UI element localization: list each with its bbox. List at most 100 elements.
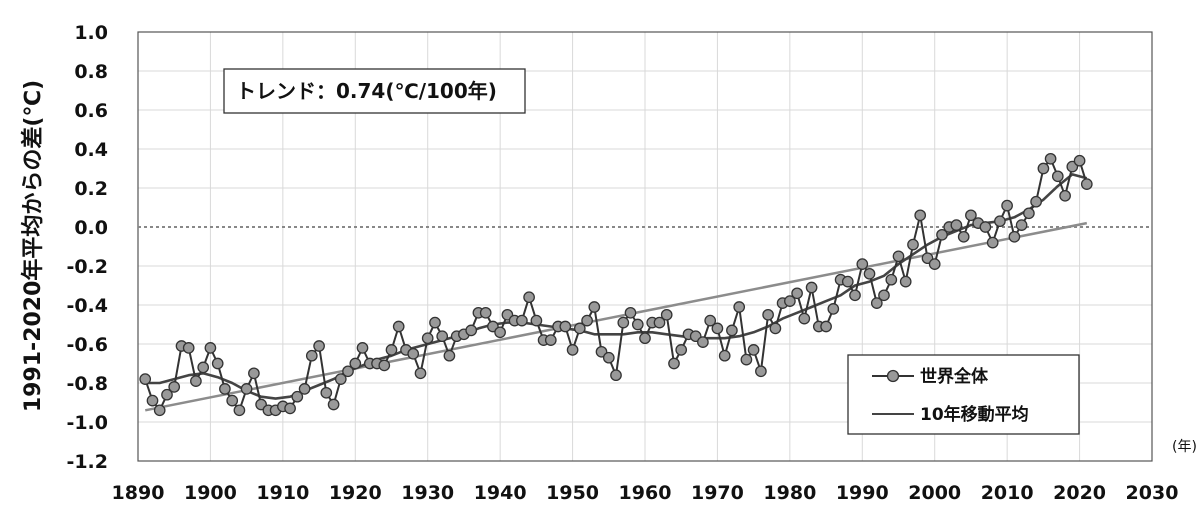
- annual-data-point: [146, 394, 159, 407]
- trend-annotation-frame: [223, 68, 526, 114]
- annual-data-point: [798, 312, 811, 325]
- annual-data-point: [197, 361, 210, 374]
- annual-data-point: [1015, 219, 1028, 231]
- annual-data-point: [161, 388, 173, 401]
- annual-data-point: [327, 398, 340, 411]
- annual-data-point: [1080, 178, 1093, 190]
- x-tick-label: 1980: [763, 482, 816, 504]
- trend-annotation-text: トレンド：0.74(℃/100年): [236, 79, 497, 103]
- annual-data-point: [305, 349, 318, 362]
- annual-data-point: [429, 316, 441, 329]
- y-tick-label: 0.8: [74, 61, 108, 83]
- annual-data-point: [675, 344, 688, 356]
- legend: 世界全体 10年移動平均: [847, 354, 1080, 435]
- annual-data-point: [204, 342, 217, 354]
- annual-data-point: [791, 287, 803, 300]
- y-tick-label: 0.0: [74, 217, 108, 239]
- annual-data-point: [182, 342, 195, 354]
- annual-data-point: [856, 258, 869, 270]
- y-tick-label: -0.8: [66, 373, 108, 395]
- annual-data-point: [443, 349, 456, 362]
- annual-data-point: [465, 324, 478, 337]
- x-tick-label: 1960: [619, 482, 672, 504]
- x-tick-label: 1950: [546, 482, 599, 504]
- annual-data-point: [936, 228, 948, 241]
- annual-data-point: [740, 353, 753, 366]
- annual-data-point: [979, 221, 992, 233]
- x-tick-labels: 1890 1900 1910 1920 1930 1940 1950 1960 1970 1980…: [112, 482, 1179, 504]
- y-tick-label: -0.4: [66, 295, 108, 317]
- annual-data-point: [957, 230, 970, 243]
- x-tick-label: 1930: [401, 482, 454, 504]
- y-tick-label: -0.6: [66, 334, 108, 356]
- annual-data-point: [226, 394, 239, 407]
- y-tick-label: -0.2: [66, 256, 108, 278]
- annual-data-point: [479, 306, 492, 319]
- y-tick-label: 0.6: [74, 100, 108, 122]
- annual-data-point: [349, 357, 362, 370]
- annual-data-point: [356, 342, 369, 354]
- x-tick-label: 1890: [112, 482, 165, 504]
- annual-data-point: [219, 383, 231, 395]
- annual-data-point: [899, 275, 912, 288]
- legend-frame: [847, 354, 1080, 435]
- annual-data-point: [1001, 199, 1013, 212]
- annual-data-point: [320, 386, 333, 399]
- y-tick-label: -1.2: [66, 451, 108, 473]
- annual-data-point: [733, 301, 746, 313]
- annual-data-point: [602, 351, 615, 364]
- x-tick-label: 1970: [691, 482, 744, 504]
- annual-data-point: [994, 215, 1006, 228]
- annual-data-point: [870, 297, 883, 309]
- y-tick-label: 0.2: [74, 178, 108, 200]
- legend-label-annual: 世界全体: [920, 366, 989, 387]
- annual-data-point: [516, 314, 528, 327]
- annual-data-point: [878, 289, 890, 302]
- annual-data-point: [421, 332, 434, 345]
- x-tick-label: 1900: [184, 482, 237, 504]
- annual-data-point: [711, 322, 724, 335]
- x-tick-label: 2030: [1126, 482, 1179, 504]
- annual-data-point: [588, 301, 601, 313]
- x-tick-label: 1990: [836, 482, 889, 504]
- annual-data-point: [385, 344, 398, 356]
- annual-data-point: [494, 326, 506, 339]
- annual-data-point: [342, 365, 354, 378]
- annual-data-point: [530, 314, 543, 327]
- annual-data-point: [284, 402, 296, 415]
- annual-data-point: [892, 250, 905, 263]
- annual-data-point: [233, 404, 246, 417]
- x-tick-label: 2000: [908, 482, 961, 504]
- annual-data-point: [950, 219, 963, 231]
- annual-data-point: [704, 314, 717, 327]
- x-tick-label: 2020: [1053, 482, 1106, 504]
- annual-data-point: [392, 320, 405, 333]
- annual-data-point: [559, 320, 572, 333]
- annual-data-point: [986, 236, 999, 249]
- annual-data-point: [298, 383, 311, 395]
- annual-data-point: [863, 267, 876, 280]
- annual-data-point: [726, 324, 738, 337]
- y-tick-label: -1.0: [66, 412, 108, 434]
- annual-data-point: [631, 318, 644, 331]
- annual-data-point: [697, 336, 709, 348]
- annual-data-point: [523, 291, 535, 304]
- annual-data-point: [190, 375, 202, 387]
- annual-data-point: [573, 322, 586, 335]
- y-tick-labels: 1.0 0.8 0.6 0.4 0.2 0.0 -0.2 -0.4 -0.6 -0.8 -1.0 -1…: [66, 22, 108, 473]
- y-tick-label: 1.0: [74, 22, 108, 44]
- annual-data-point: [313, 340, 325, 352]
- annual-data-point: [581, 314, 593, 327]
- annual-data-point: [1037, 162, 1050, 175]
- annual-data-point: [827, 303, 840, 315]
- annual-data-point: [907, 238, 919, 251]
- annual-data-point: [668, 357, 680, 370]
- annual-data-point: [544, 334, 557, 346]
- annual-data-point: [436, 330, 449, 343]
- annual-data-point: [639, 332, 651, 345]
- annual-data-point: [1023, 207, 1035, 220]
- annual-data-point: [805, 281, 818, 294]
- annual-data-point: [718, 349, 731, 362]
- x-axis-unit-label: (年): [1172, 439, 1197, 455]
